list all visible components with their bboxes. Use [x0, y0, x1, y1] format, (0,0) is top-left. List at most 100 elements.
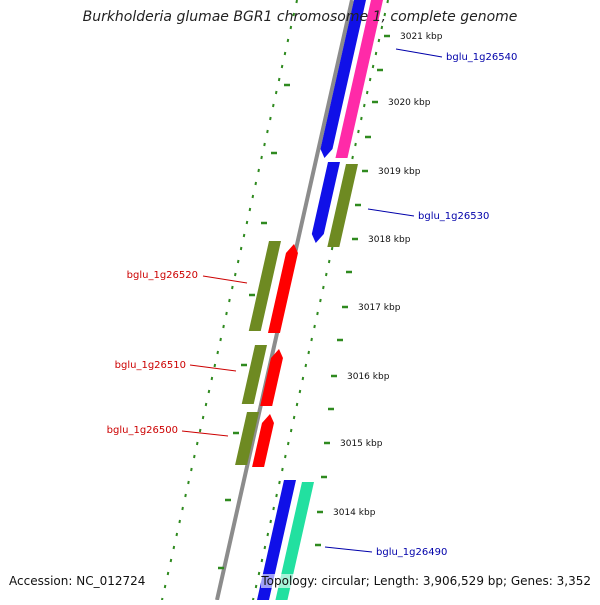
- ring-dot: [354, 142, 357, 147]
- scale-tick-label: 3017 kbp: [358, 303, 401, 313]
- ring-dot: [242, 233, 246, 238]
- gene-feature-red: [260, 349, 283, 406]
- ring-dot: [228, 298, 231, 303]
- gene-feature-pink: [335, 0, 383, 158]
- gene-labels: bglu_1g26540 bglu_1g26530 bglu_1g26520bglu…: [107, 48, 517, 558]
- scale-tick-label: 3020 kbp: [388, 98, 431, 108]
- map-title: Burkholderia glumae BGR1 chromosome 1, c…: [82, 9, 518, 25]
- ring-dot: [222, 324, 225, 329]
- gene-label: bglu_1g26520: [127, 270, 198, 281]
- ring-dot: [172, 545, 176, 550]
- ring-dot: [190, 467, 193, 472]
- ring-dot: [283, 51, 287, 56]
- scale-tick-label: 3016 kbp: [347, 372, 390, 382]
- ring-dot: [181, 506, 184, 511]
- gene-label-leader: [189, 364, 237, 372]
- ring-dot: [377, 38, 381, 43]
- gene-feature-blue: [320, 0, 366, 158]
- ring-dot: [254, 181, 258, 186]
- ring-dot: [298, 389, 302, 394]
- ring-dot: [207, 389, 211, 394]
- ring-dot: [383, 12, 387, 17]
- ring-dot: [219, 337, 222, 342]
- ring-dot: [365, 90, 369, 95]
- gene-features: [235, 0, 383, 600]
- ring-dot: [316, 311, 319, 316]
- ring-dot: [204, 402, 208, 407]
- ring-dot: [216, 350, 220, 355]
- scale-tick-label: 3019 kbp: [378, 167, 421, 177]
- ring-dot: [374, 51, 378, 56]
- ring-dot: [251, 194, 255, 199]
- ring-dot: [289, 25, 293, 30]
- ring-dot: [169, 558, 173, 563]
- gene-feature-olive: [241, 345, 267, 404]
- ring-dot: [351, 155, 354, 160]
- accession-text: Accession: NC_012724: [9, 574, 146, 588]
- ring-dot: [289, 428, 293, 433]
- ring-dot: [275, 493, 278, 498]
- ring-dot: [198, 428, 202, 433]
- ring-dot: [330, 246, 334, 251]
- ring-dot: [281, 467, 284, 472]
- ring-dot: [386, 0, 389, 4]
- ring-dot: [292, 415, 296, 420]
- gene-feature-blue: [257, 480, 296, 600]
- ring-dot: [245, 220, 249, 225]
- gene-label-leader: [367, 208, 415, 217]
- ring-dot: [239, 246, 243, 251]
- ring-dot: [363, 103, 366, 108]
- ring-dot: [368, 77, 372, 82]
- gene-feature-blue: [311, 162, 340, 243]
- ring-dot: [195, 441, 199, 446]
- gene-feature-olive: [327, 164, 358, 247]
- gene-label: bglu_1g26510: [115, 360, 186, 371]
- ring-dot: [380, 25, 384, 30]
- ring-dot: [286, 441, 290, 446]
- ring-dot: [269, 116, 272, 121]
- ring-dot: [313, 324, 316, 329]
- gene-label-leader: [181, 430, 229, 437]
- gene-label-leader: [202, 275, 248, 284]
- ring-dot: [233, 272, 237, 277]
- scale-tick-label: 3021 kbp: [400, 32, 443, 42]
- ring-dot: [266, 129, 269, 134]
- gene-label-leader: [324, 546, 373, 553]
- ring-dot: [263, 545, 267, 550]
- gene-feature-olive: [248, 241, 281, 331]
- ring-dot: [236, 259, 240, 264]
- ring-dot: [263, 142, 266, 147]
- ring-dot: [324, 272, 328, 277]
- ring-dot: [307, 350, 311, 355]
- ring-dot: [274, 90, 278, 95]
- ring-dot: [166, 571, 170, 576]
- ring-dot: [284, 454, 287, 459]
- ring-dot: [295, 402, 299, 407]
- ring-dot: [257, 168, 260, 173]
- ring-dot: [178, 519, 181, 524]
- ring-dot: [304, 363, 308, 368]
- ring-dot: [193, 454, 196, 459]
- ring-dot: [327, 259, 331, 264]
- ring-dot: [357, 129, 360, 134]
- ring-dot: [272, 103, 275, 108]
- ring-dot: [322, 285, 325, 290]
- ring-dot: [163, 584, 167, 589]
- ring-dot: [248, 207, 252, 212]
- scale-tick-label: 3014 kbp: [333, 508, 376, 518]
- ring-dot: [257, 571, 261, 576]
- ring-dot: [260, 155, 263, 160]
- ring-dot: [213, 363, 217, 368]
- ring-dot: [269, 519, 272, 524]
- ring-dot: [310, 337, 313, 342]
- gene-label: bglu_1g26540: [446, 52, 517, 63]
- gene-feature-olive: [235, 412, 259, 465]
- ring-dot: [231, 285, 234, 290]
- ring-dot: [210, 376, 214, 381]
- ring-dot: [360, 116, 363, 121]
- ring-dot: [292, 12, 296, 17]
- ring-dot: [280, 64, 284, 69]
- gene-feature-red: [267, 244, 298, 333]
